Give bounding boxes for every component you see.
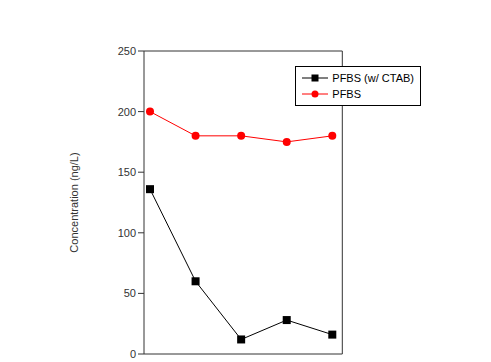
html-text:PFBS (w/ CTAB): PFBS (w/ CTAB): [332, 72, 414, 84]
svg-text:200: 200: [118, 106, 136, 118]
html-text:PFBS: PFBS: [332, 88, 361, 100]
svg-text:Concentration (ng/L): Concentration (ng/L): [68, 152, 80, 252]
svg-text:100: 100: [118, 227, 136, 239]
svg-text:250: 250: [118, 45, 136, 57]
svg-text:0: 0: [130, 348, 136, 360]
svg-text:50: 50: [124, 287, 136, 299]
svg-text:150: 150: [118, 166, 136, 178]
